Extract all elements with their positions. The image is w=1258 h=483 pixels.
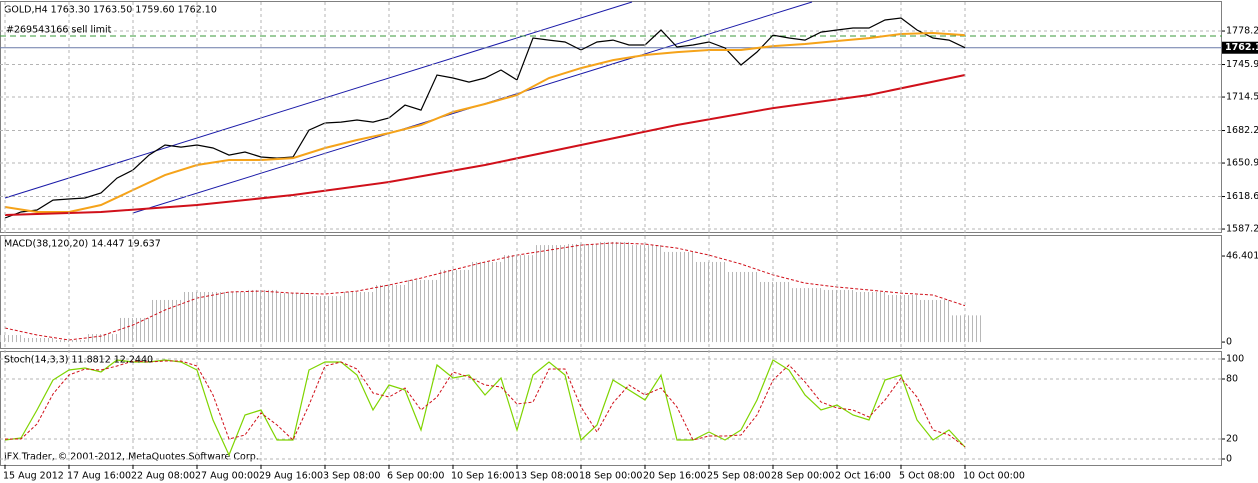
y-tick-label: 46.401 xyxy=(1226,251,1258,262)
x-tick-label: 6 Sep 00:00 xyxy=(387,471,444,482)
y-tick-label: 1650.90 xyxy=(1226,158,1258,169)
histogram-bar xyxy=(469,261,501,343)
trend-line xyxy=(4,1,633,199)
panel-title: Stoch(14,3,3) 11.8812 12.2440 xyxy=(4,355,153,366)
x-tick-label: 18 Sep 00:00 xyxy=(579,471,642,482)
histogram-bar xyxy=(437,269,469,343)
y-tick-label: 80 xyxy=(1226,374,1238,385)
x-tick-label: 3 Sep 08:00 xyxy=(323,471,380,482)
order-label: #269543166 sell limit xyxy=(6,25,112,36)
y-tick-label: 1587.25 xyxy=(1226,224,1258,235)
x-tick-label: 28 Sep 00:00 xyxy=(771,471,834,482)
histogram-bar xyxy=(789,288,821,343)
x-tick-label: 15 Aug 2012 xyxy=(3,471,64,482)
y-tick-label: 0 xyxy=(1226,337,1232,348)
x-tick-label: 22 Aug 08:00 xyxy=(131,471,195,482)
x-tick-label: 25 Sep 08:00 xyxy=(707,471,770,482)
series-line xyxy=(4,17,966,219)
x-tick-label: 20 Sep 16:00 xyxy=(643,471,706,482)
histogram-bar xyxy=(597,241,629,343)
y-tick-label: 100 xyxy=(1226,354,1244,365)
series-line xyxy=(5,360,966,448)
histogram-bar xyxy=(853,292,885,343)
y-tick-label: 0 xyxy=(1226,454,1232,465)
panel-frame xyxy=(0,1,1222,233)
y-tick-label: 20 xyxy=(1226,434,1238,445)
x-tick-label: 13 Sep 08:00 xyxy=(515,471,578,482)
histogram-bar xyxy=(53,340,85,343)
x-tick-label: 10 Oct 00:00 xyxy=(963,471,1025,482)
x-tick-label: 29 Aug 16:00 xyxy=(259,471,323,482)
y-tick-label: 1745.90 xyxy=(1226,59,1258,70)
histogram-bar xyxy=(149,299,181,343)
x-tick-label: 10 Sep 16:00 xyxy=(451,471,514,482)
histogram-bar xyxy=(917,299,949,343)
footer: IFX Trader, © 2001-2012, MetaQuotes Soft… xyxy=(4,452,259,463)
y-tick-label: 1714.55 xyxy=(1226,92,1258,103)
histogram-bar xyxy=(213,292,245,343)
x-tick-label: 17 Aug 16:00 xyxy=(67,471,131,482)
price-box xyxy=(1222,41,1258,54)
histogram-bar xyxy=(661,251,693,343)
y-tick-label: 1682.25 xyxy=(1226,125,1258,136)
y-tick-label: 1778.20 xyxy=(1226,26,1258,37)
x-tick-label: 5 Oct 08:00 xyxy=(899,471,955,482)
series-line xyxy=(4,31,966,213)
histogram-bar xyxy=(277,293,309,343)
histogram-bar xyxy=(725,271,757,343)
histogram-bar xyxy=(405,279,437,343)
price-label: 1762.10 xyxy=(1225,42,1258,53)
series-line xyxy=(4,74,966,216)
panel-title: GOLD,H4 1763.30 1763.50 1759.60 1762.10 xyxy=(4,5,217,16)
x-tick-label: 2 Oct 16:00 xyxy=(835,471,891,482)
histogram-bar xyxy=(533,245,565,343)
panel-frame xyxy=(0,351,1222,466)
histogram-bar xyxy=(21,337,53,343)
series-line xyxy=(4,242,966,341)
panel-frame xyxy=(0,235,1222,349)
histogram-bar xyxy=(85,334,117,343)
panel-title: MACD(38,120,20) 14.447 19.637 xyxy=(4,239,161,250)
series-line xyxy=(4,359,966,457)
histogram-bar xyxy=(341,292,373,343)
histogram-bar xyxy=(0,335,21,343)
y-tick-label: 1618.60 xyxy=(1226,191,1258,202)
x-tick-label: 27 Aug 00:00 xyxy=(195,471,259,482)
